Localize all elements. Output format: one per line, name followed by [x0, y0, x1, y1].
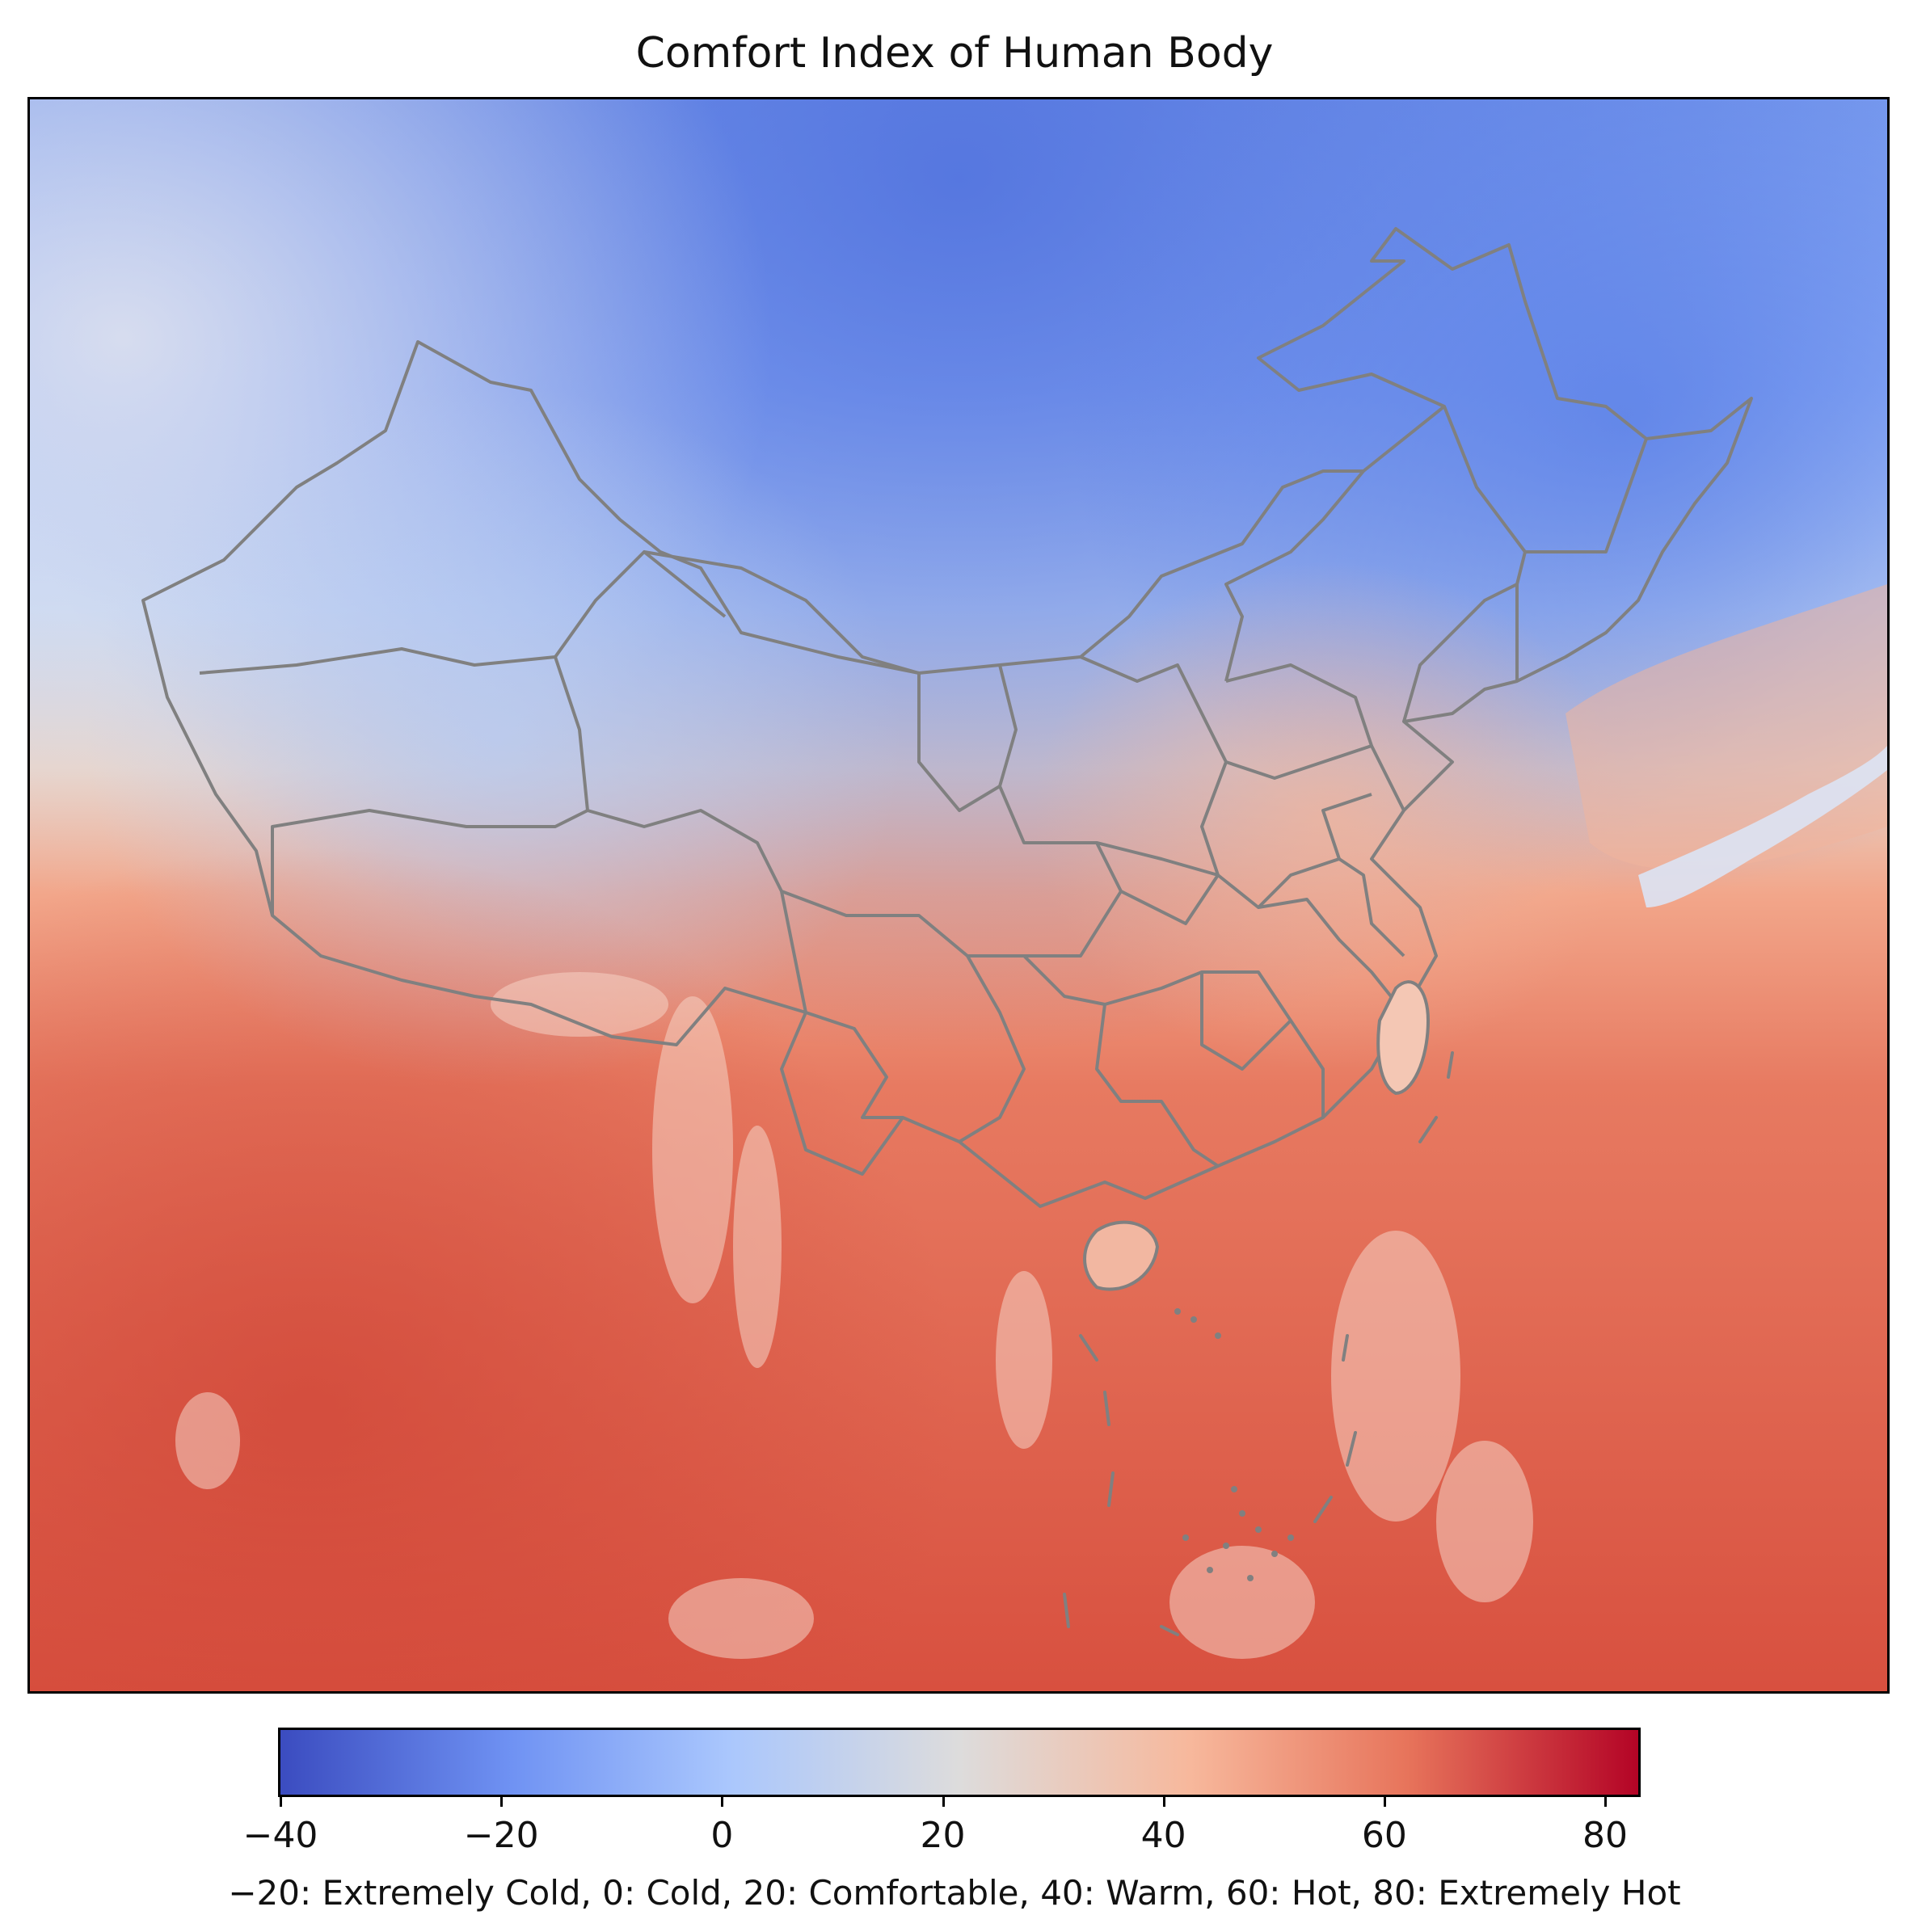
japan-islands: [1638, 746, 1887, 907]
hainan-island: [1083, 1220, 1160, 1291]
colorbar-tick-label: −40: [242, 1815, 318, 1856]
province-line-qinghai: [554, 656, 807, 1013]
colorbar-tick-label: 80: [1582, 1815, 1629, 1856]
colorbar-tick-label: 60: [1361, 1815, 1407, 1856]
map-east-china-field: [30, 99, 1887, 1691]
colorbar-gradient: [280, 1730, 1638, 1795]
colorbar-tick-mark: [1383, 1797, 1386, 1807]
province-line-yunnan: [805, 1011, 903, 1119]
map-panel: [27, 97, 1890, 1694]
south-china-sea-dashes: [1063, 1051, 1454, 1636]
comfort-index-map: [30, 99, 1887, 1691]
province-line-north-1: [1224, 469, 1365, 682]
taiwan-island: [1376, 980, 1431, 1096]
cloud-streaks: [175, 972, 1533, 1659]
province-line-east-2: [1225, 663, 1373, 747]
colorbar-tick-label: 20: [920, 1815, 966, 1856]
province-line-central-6: [1200, 972, 1292, 1071]
colorbar: [278, 1728, 1641, 1797]
colorbar-tick-mark: [1162, 1797, 1165, 1807]
province-line-gansu: [643, 550, 1001, 812]
province-line-east-3: [1257, 857, 1405, 958]
province-line-central-5: [1095, 1004, 1220, 1168]
colorbar-tick-label: −20: [463, 1815, 539, 1856]
province-line-tibet: [271, 809, 588, 915]
chart-title: Comfort Index of Human Body: [635, 29, 1274, 78]
province-line-east-4: [1321, 793, 1372, 860]
colorbar-tick-mark: [721, 1797, 724, 1807]
province-line-central-3: [1096, 841, 1405, 1014]
colorbar-tick-mark: [500, 1797, 504, 1807]
colorbar-tick-mark: [942, 1797, 945, 1807]
colorbar-caption: −20: Extremely Cold, 0: Cold, 20: Comfor…: [228, 1873, 1681, 1913]
province-line-xinjiang: [199, 550, 727, 675]
colorbar-tick-mark: [1604, 1797, 1608, 1807]
colorbar-ticks: −40 −20 0 20 40 60 80: [0, 1797, 1909, 1856]
china-boundaries: [141, 227, 1753, 1208]
province-line-sichuan: [781, 890, 1026, 1143]
province-line-north-2: [1402, 583, 1519, 722]
colorbar-tick-mark: [280, 1797, 282, 1807]
colorbar-tick-label: 40: [1140, 1815, 1186, 1856]
colorbar-tick-label: 0: [710, 1815, 734, 1856]
province-line-northeast: [1443, 406, 1648, 585]
province-line-east-1: [1225, 744, 1405, 811]
island-dots: [1174, 1308, 1294, 1581]
